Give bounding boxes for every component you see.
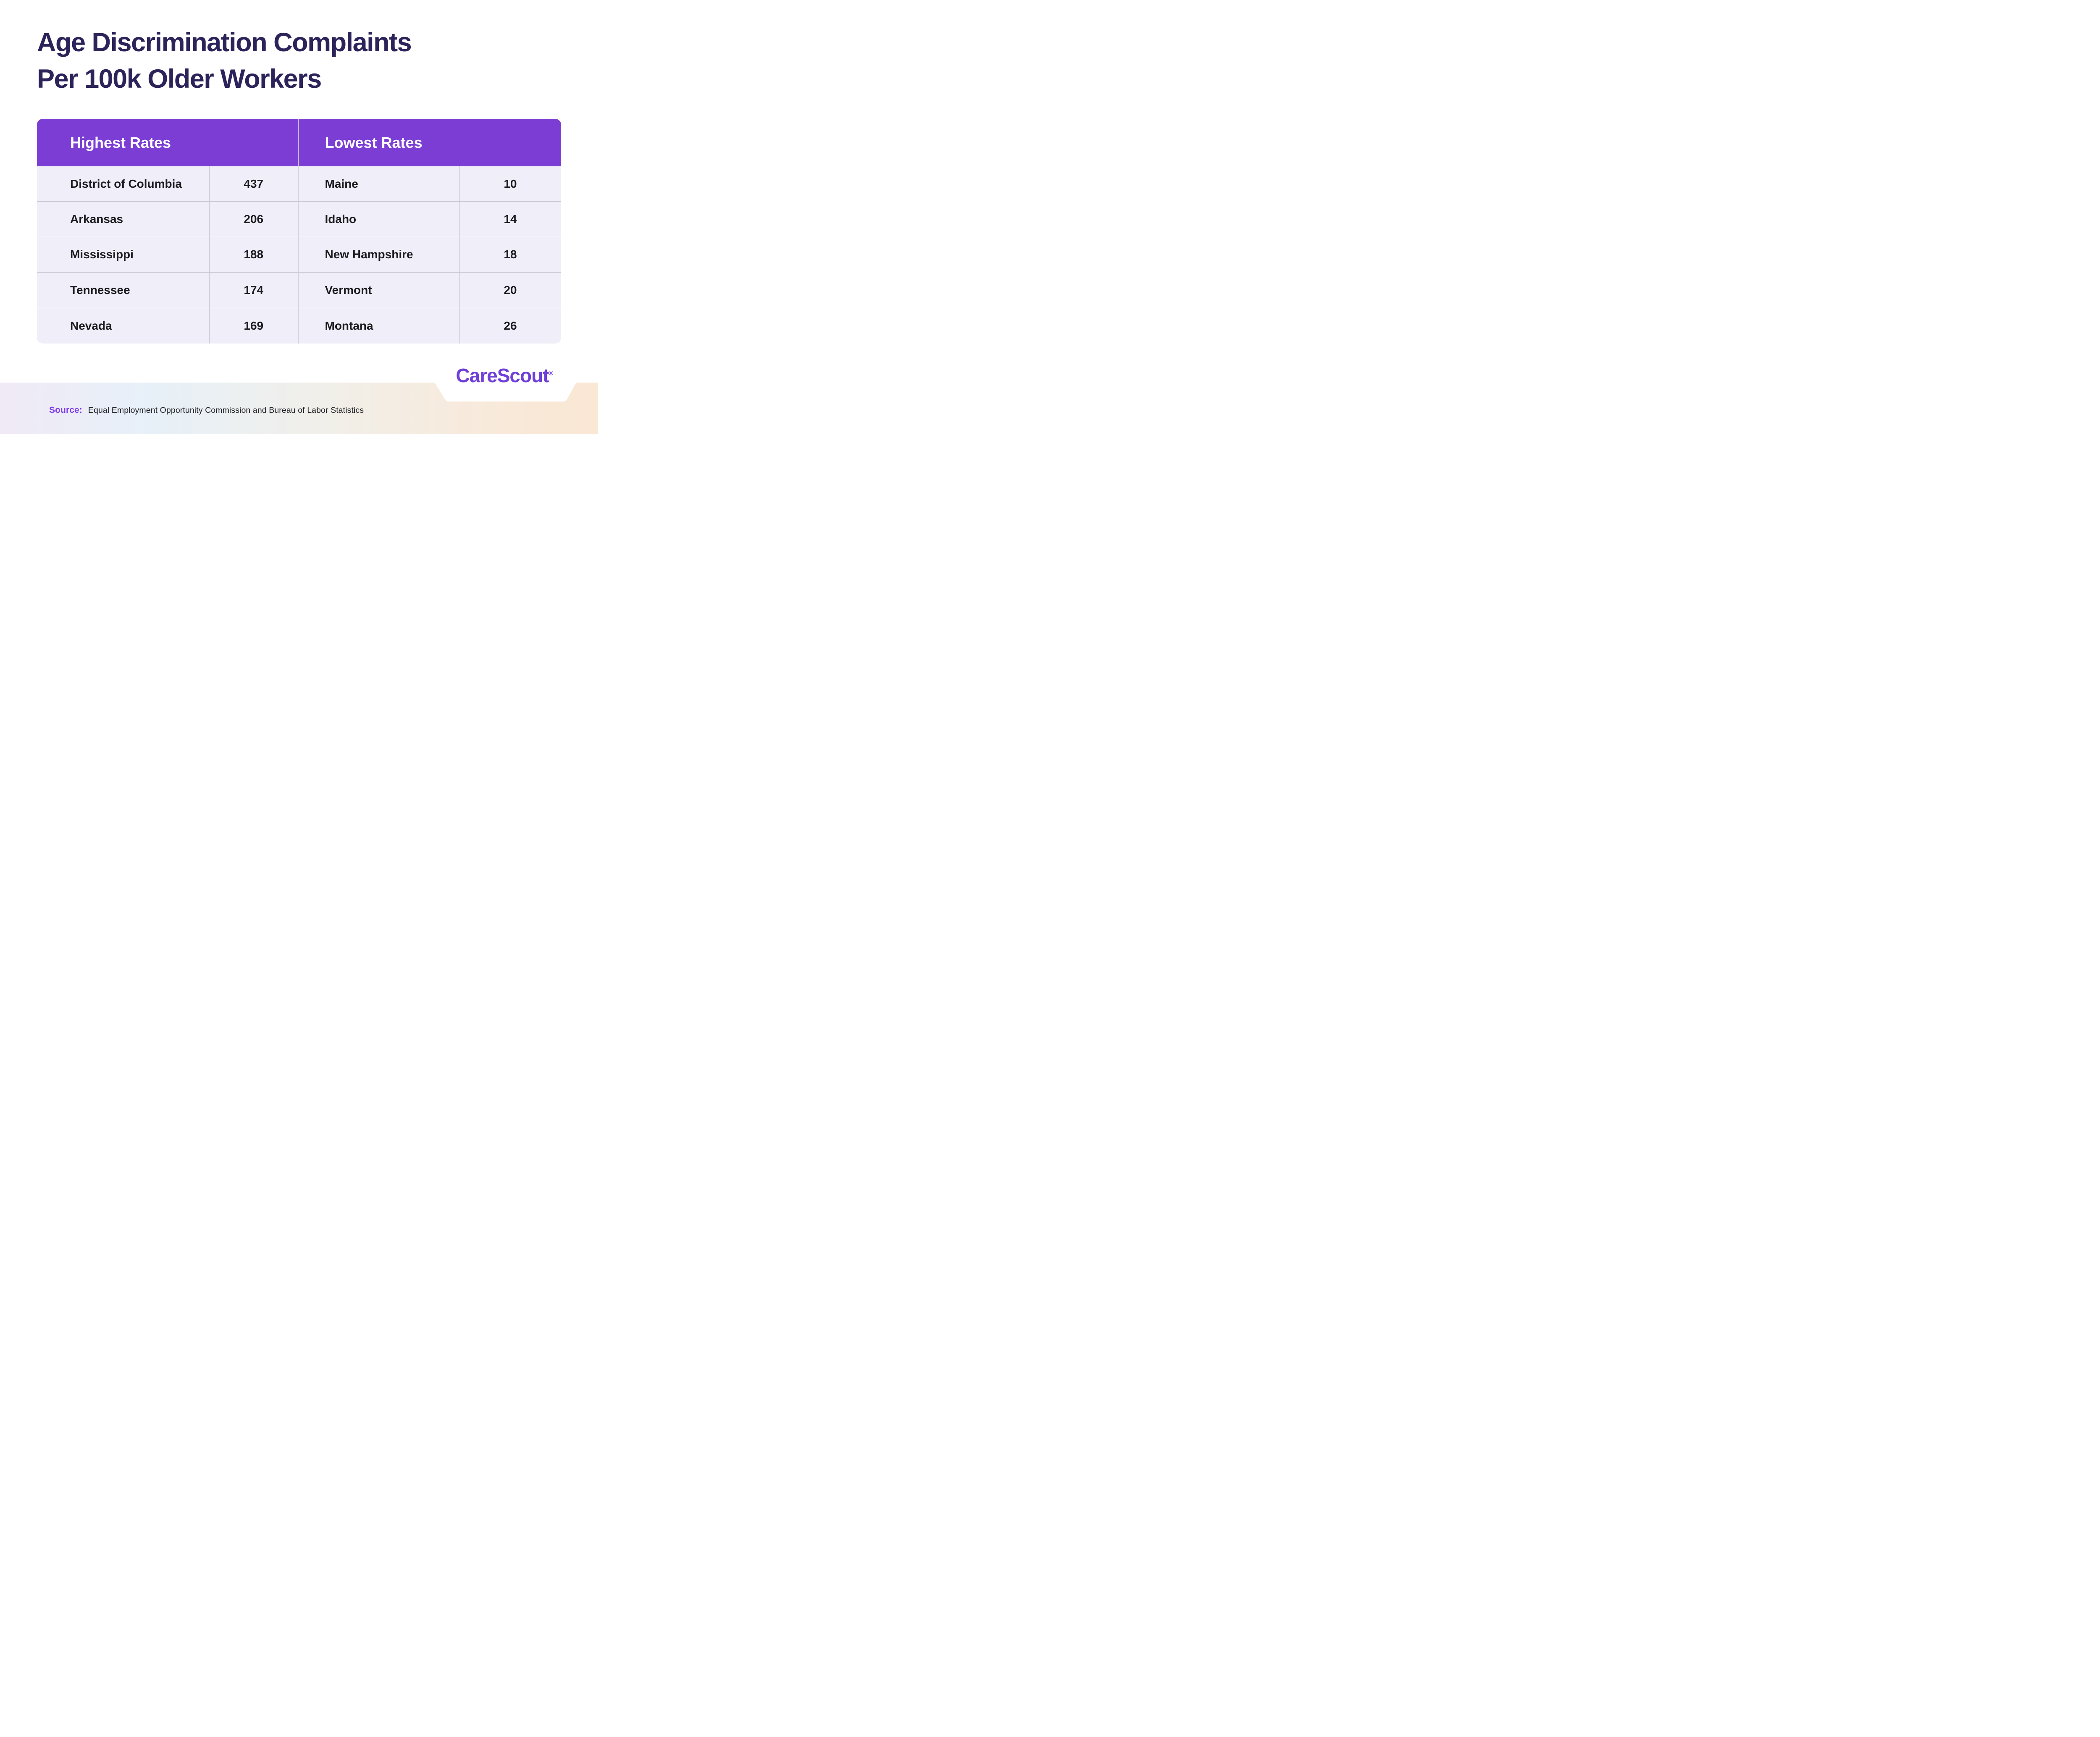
page-title: Age Discrimination Complaints Per 100k O… bbox=[37, 24, 412, 97]
column-divider-left bbox=[209, 166, 210, 344]
state-value: 26 bbox=[504, 319, 517, 332]
state-name: District of Columbia bbox=[70, 177, 182, 190]
state-name: Nevada bbox=[70, 319, 112, 332]
state-value: 18 bbox=[504, 248, 517, 261]
state-value: 169 bbox=[244, 319, 264, 332]
state-name: Arkansas bbox=[70, 213, 123, 226]
registered-trademark-icon: ® bbox=[549, 370, 554, 377]
state-value: 20 bbox=[504, 283, 517, 296]
logo-tab-shape bbox=[435, 383, 576, 401]
state-value: 10 bbox=[504, 177, 517, 190]
state-value: 174 bbox=[244, 283, 264, 296]
state-name: Montana bbox=[325, 319, 373, 332]
column-divider-center bbox=[298, 119, 299, 344]
state-value: 437 bbox=[244, 177, 264, 190]
state-value: 206 bbox=[244, 213, 264, 226]
header-highest-rates: Highest Rates bbox=[70, 134, 171, 151]
state-value: 14 bbox=[504, 213, 517, 226]
source-line: Source: Equal Employment Opportunity Comm… bbox=[49, 405, 364, 415]
infographic-canvas: Age Discrimination Complaints Per 100k O… bbox=[0, 0, 598, 434]
carescout-logo: CareScout® bbox=[432, 365, 578, 386]
state-name: New Hampshire bbox=[325, 248, 413, 261]
column-divider-right bbox=[459, 166, 460, 344]
table-row: Arkansas 206 Idaho 14 bbox=[37, 202, 561, 237]
table-row: Mississippi 188 New Hampshire 18 bbox=[37, 237, 561, 273]
state-value: 188 bbox=[244, 248, 264, 261]
page-title-line-2: Per 100k Older Workers bbox=[37, 64, 322, 94]
page-title-line-1: Age Discrimination Complaints bbox=[37, 28, 412, 57]
state-name: Tennessee bbox=[70, 283, 130, 296]
state-name: Maine bbox=[325, 177, 358, 190]
state-name: Vermont bbox=[325, 283, 372, 296]
state-name: Mississippi bbox=[70, 248, 134, 261]
rates-table: Highest Rates Lowest Rates District of C… bbox=[37, 119, 561, 344]
table-header-row: Highest Rates Lowest Rates bbox=[37, 119, 561, 166]
table-row: Nevada 169 Montana 26 bbox=[37, 308, 561, 344]
header-lowest-rates: Lowest Rates bbox=[325, 134, 423, 151]
source-text: Equal Employment Opportunity Commission … bbox=[88, 406, 364, 415]
carescout-logo-text: CareScout bbox=[456, 365, 549, 386]
footer-gradient-band bbox=[0, 383, 598, 434]
source-label: Source: bbox=[49, 405, 82, 415]
table-row: Tennessee 174 Vermont 20 bbox=[37, 273, 561, 308]
table-body: District of Columbia 437 Maine 10 Arkans… bbox=[37, 166, 561, 344]
state-name: Idaho bbox=[325, 213, 357, 226]
table-row: District of Columbia 437 Maine 10 bbox=[37, 166, 561, 202]
